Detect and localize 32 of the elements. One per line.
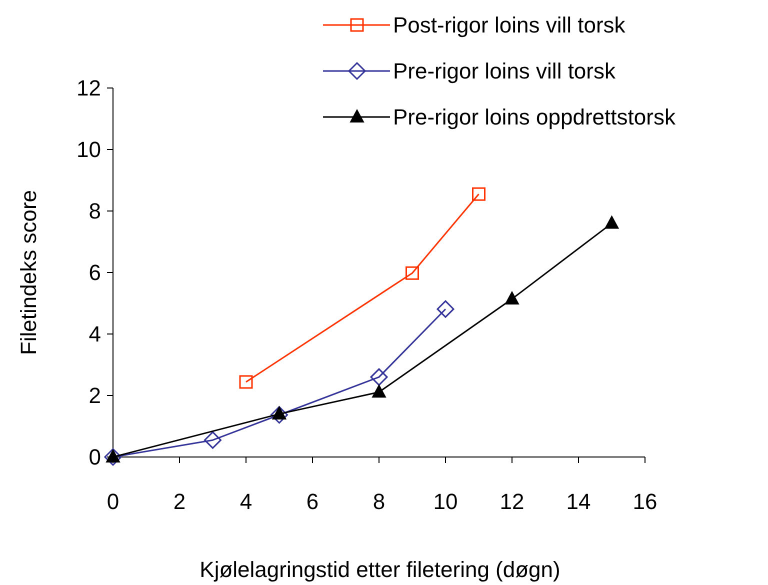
point	[104, 448, 122, 466]
point	[505, 291, 519, 304]
point	[406, 266, 419, 280]
point	[604, 216, 619, 229]
point	[372, 384, 386, 398]
point	[204, 431, 222, 449]
y-tick-label: 0	[88, 444, 101, 470]
x-tick-label: 4	[240, 489, 252, 514]
x-tick-label: 14	[566, 489, 591, 514]
x-tick-label: 8	[372, 489, 386, 514]
x-axis-title: Kjølelagringstid etter filetering (døgn)	[200, 557, 560, 582]
y-tick-label: 12	[76, 76, 101, 101]
y-tick-label: 6	[88, 260, 101, 286]
y-axis-title: Filetindeks score	[16, 190, 41, 356]
y-tick-label: 4	[88, 322, 101, 347]
y-tick-label: 2	[88, 383, 101, 408]
y-tick-label: 10	[76, 137, 101, 162]
legend-label: Pre-rigor loins oppdrettstorsk	[393, 104, 676, 130]
legend-label: Post-rigor loins vill torsk	[393, 12, 626, 38]
point	[472, 187, 486, 201]
point	[270, 406, 288, 424]
point	[436, 300, 454, 318]
x-tick-label: 0	[106, 489, 120, 514]
x-tick-label: 10	[433, 489, 458, 514]
x-tick-label: 2	[173, 489, 186, 514]
x-tick-label: 16	[632, 489, 658, 514]
point	[370, 368, 388, 386]
legend-label: Pre-rigor loins vill torsk	[393, 58, 616, 84]
x-tick-label: 12	[500, 489, 524, 514]
x-tick-label: 6	[306, 489, 319, 514]
y-tick-label: 8	[88, 198, 101, 224]
point	[239, 375, 253, 389]
